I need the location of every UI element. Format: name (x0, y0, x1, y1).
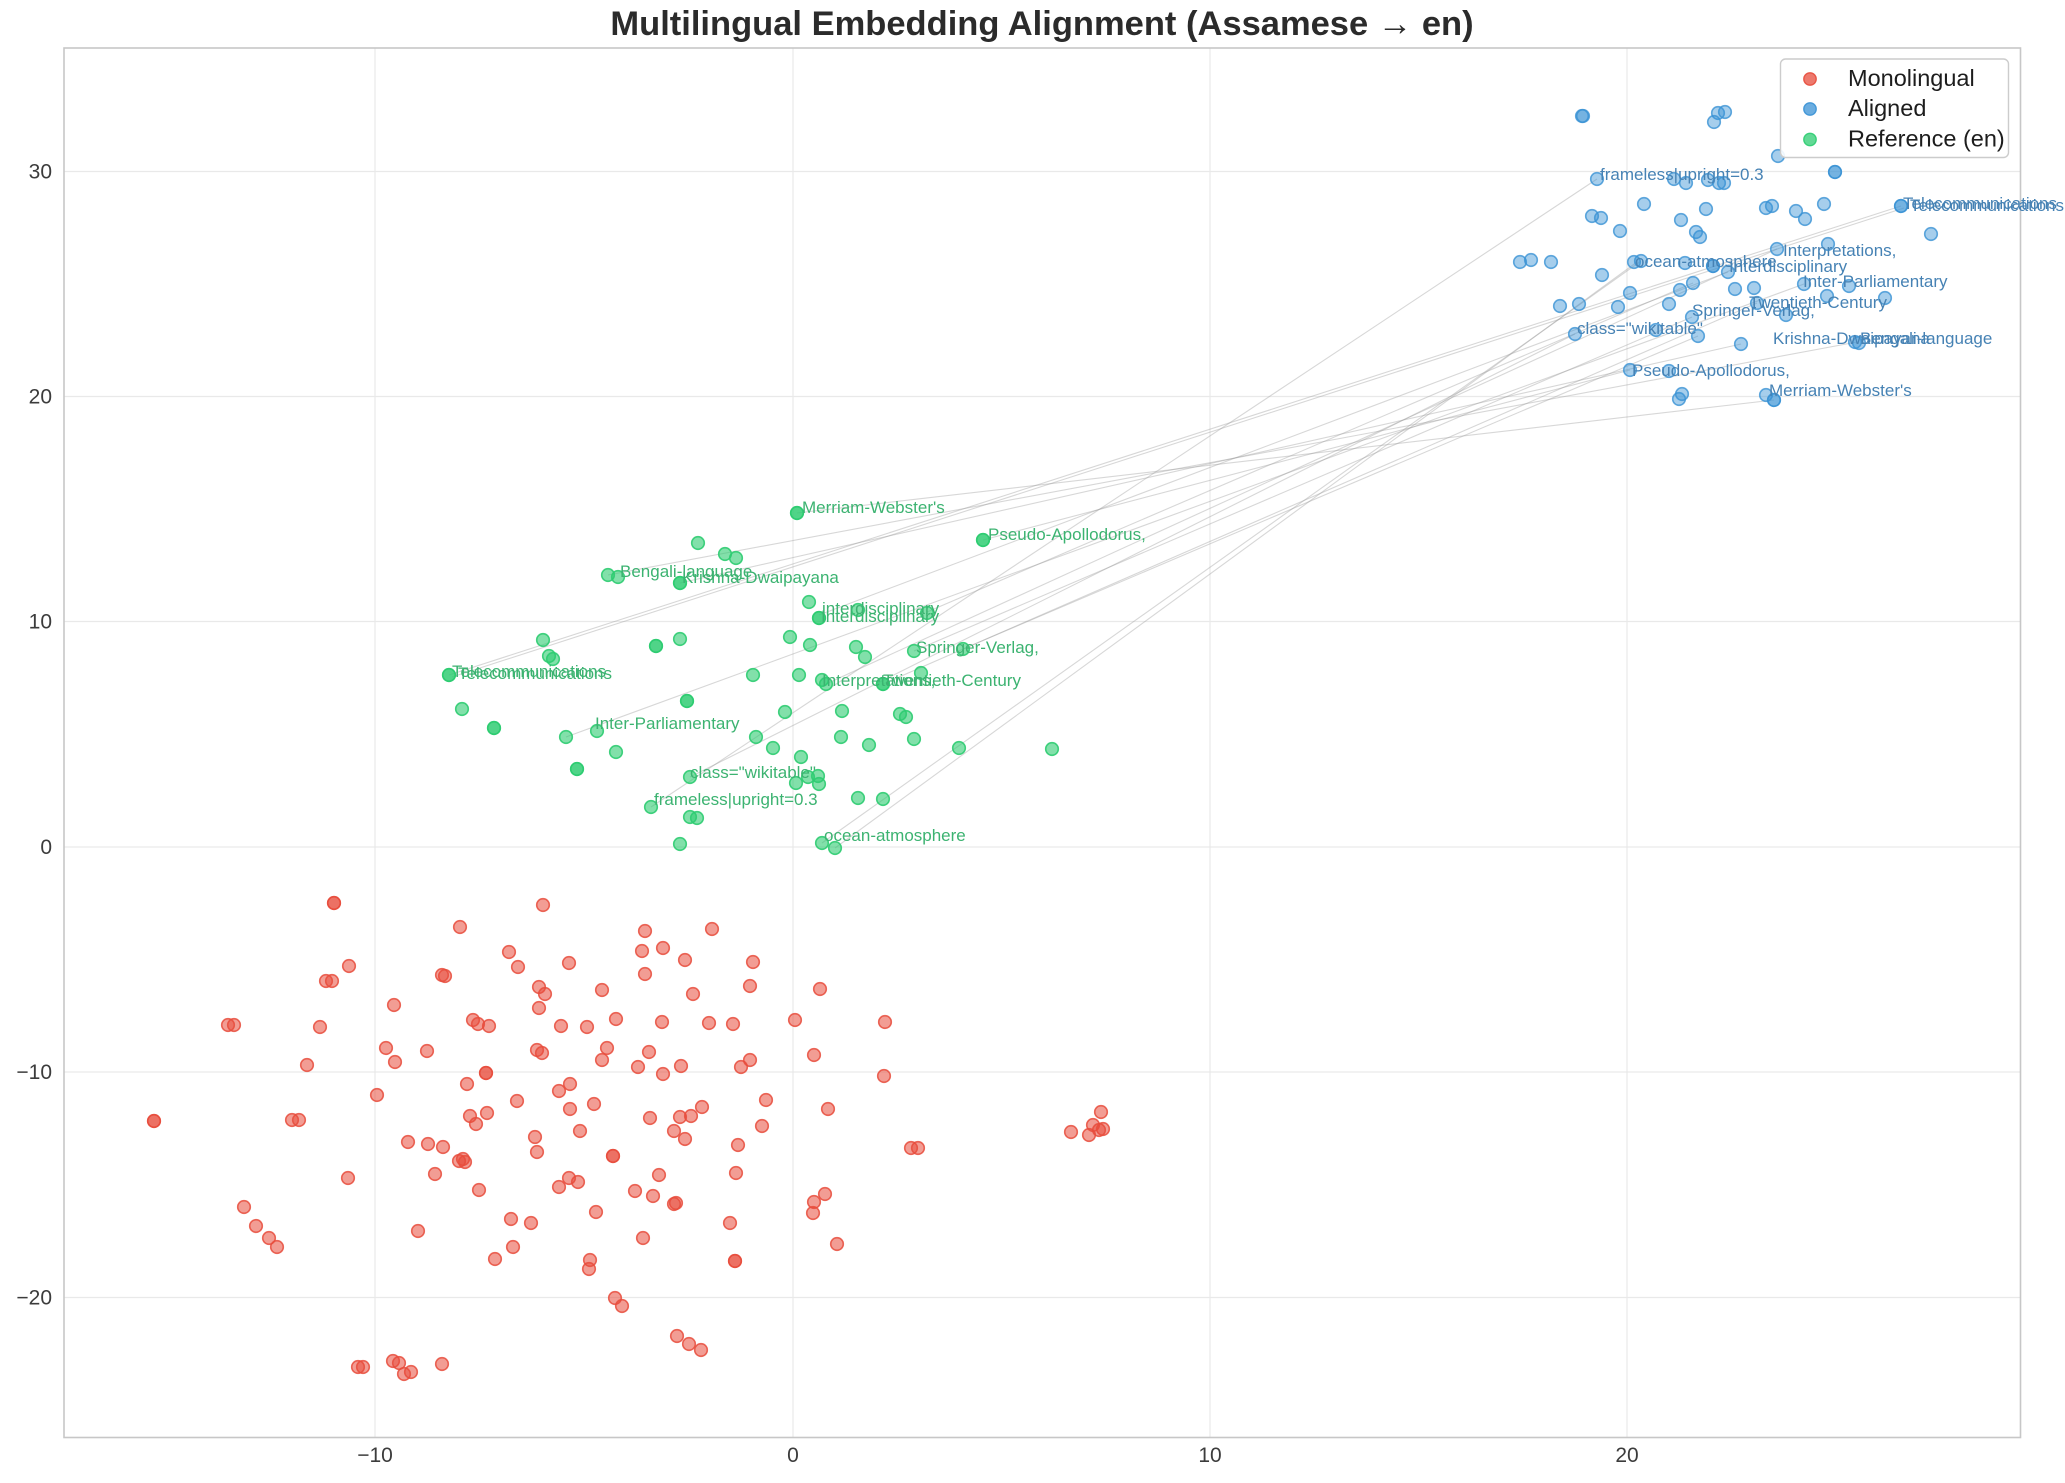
svg-text:Bengali-language: Bengali-language (620, 562, 752, 581)
svg-text:Telecommunications: Telecommunications (1903, 194, 2057, 213)
svg-text:Interpretations,: Interpretations, (1783, 241, 1896, 260)
svg-text:ocean-atmosphere: ocean-atmosphere (1635, 252, 1777, 271)
svg-text:Interdisciplinary: Interdisciplinary (821, 607, 940, 626)
svg-text:Interdisciplinary: Interdisciplinary (1729, 257, 1848, 276)
svg-text:30: 30 (29, 161, 52, 184)
svg-text:Telecommunications: Telecommunications (452, 662, 606, 681)
svg-text:ocean-atmosphere: ocean-atmosphere (824, 826, 966, 845)
svg-text:20: 20 (1615, 1444, 1638, 1467)
svg-text:Multilingual Embedding Alignme: Multilingual Embedding Alignment (Assame… (610, 5, 1473, 43)
svg-text:Krishna-Dwaipayana: Krishna-Dwaipayana (682, 568, 839, 587)
svg-text:Twentieth-Century: Twentieth-Century (883, 671, 1021, 690)
svg-text:interdisciplinary: interdisciplinary (822, 599, 940, 618)
svg-text:Bengali-language: Bengali-language (1860, 329, 1992, 348)
svg-text:Pseudo-Apollodorus,: Pseudo-Apollodorus, (988, 525, 1146, 544)
svg-text:Springer-Verlag,: Springer-Verlag, (916, 638, 1039, 657)
svg-text:Inter-Parliamentary: Inter-Parliamentary (1803, 272, 1948, 291)
svg-text:Reference (en): Reference (en) (1848, 126, 2005, 152)
svg-text:0: 0 (787, 1444, 799, 1467)
svg-text:frameless|upright=0.3: frameless|upright=0.3 (1600, 165, 1764, 184)
svg-text:Aligned: Aligned (1848, 95, 1926, 121)
svg-text:20: 20 (29, 386, 52, 409)
svg-text:−20: −20 (16, 1287, 52, 1310)
svg-text:Telecommunications: Telecommunications (1910, 196, 2064, 215)
svg-text:Krishna-Dwaipayana: Krishna-Dwaipayana (1773, 329, 1930, 348)
svg-text:class="wikitable": class="wikitable" (690, 763, 816, 782)
svg-text:Monolingual: Monolingual (1848, 65, 1975, 91)
svg-text:frameless|upright=0.3: frameless|upright=0.3 (654, 790, 818, 809)
svg-text:Pseudo-Apollodorus,: Pseudo-Apollodorus, (1632, 361, 1790, 380)
svg-text:Springer-Verlag,: Springer-Verlag, (1692, 301, 1815, 320)
svg-text:Twentieth-Century: Twentieth-Century (1749, 293, 1887, 312)
svg-text:−10: −10 (357, 1444, 393, 1467)
svg-text:class="wikitable": class="wikitable" (1577, 319, 1703, 338)
svg-text:10: 10 (1198, 1444, 1221, 1467)
svg-text:Interpretations,: Interpretations, (822, 671, 935, 690)
svg-text:0: 0 (40, 836, 52, 859)
svg-text:10: 10 (29, 611, 52, 634)
svg-text:Inter-Parliamentary: Inter-Parliamentary (595, 714, 740, 733)
svg-text:−10: −10 (16, 1061, 52, 1084)
svg-text:Merriam-Webster's: Merriam-Webster's (802, 498, 945, 517)
svg-text:Merriam-Webster's: Merriam-Webster's (1769, 381, 1912, 400)
svg-text:Telecommunications: Telecommunications (458, 664, 612, 683)
